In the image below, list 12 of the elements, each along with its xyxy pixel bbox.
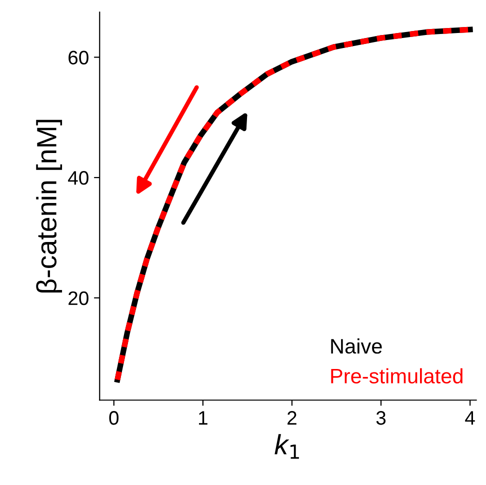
y-tick-label: 60 [68, 50, 88, 64]
x-tick-label: 4 [465, 411, 475, 425]
x-axis-title: k$_{1}$ [274, 434, 299, 459]
text: Naive [331, 338, 382, 354]
y-tick-label: 40 [68, 171, 88, 185]
text: Pre-stimulated [331, 368, 462, 384]
x-tick-label: 3 [376, 411, 386, 425]
y-tick-label: 20 [68, 291, 88, 306]
x-tick-label: 0 [109, 411, 119, 425]
x-tick-label: 2 [288, 411, 296, 425]
x-tick-label: 1 [198, 411, 208, 425]
y-axis-title: β-catenin [nM] [36, 120, 62, 292]
